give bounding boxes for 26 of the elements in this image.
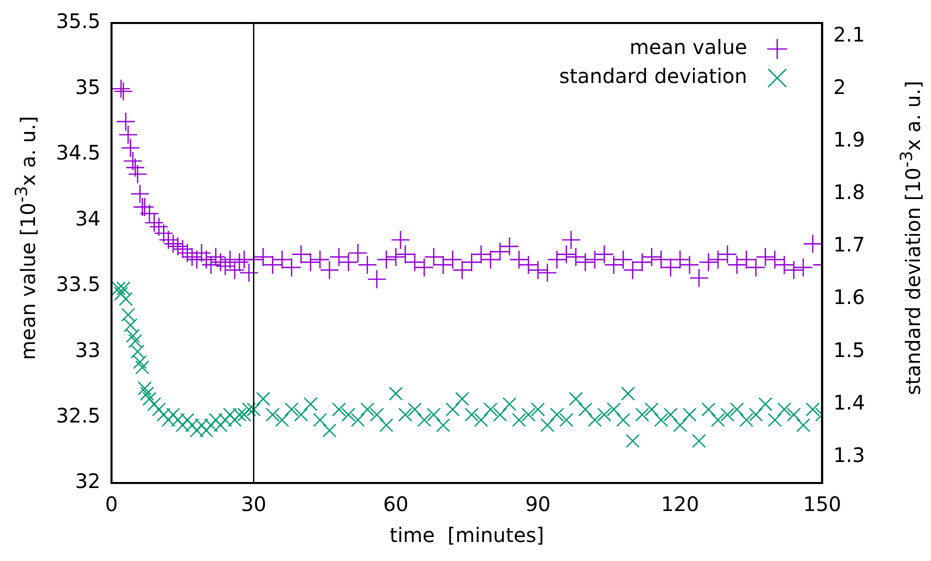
legend-label: standard deviation bbox=[559, 64, 748, 88]
y-tick-label: 32.5 bbox=[56, 403, 101, 428]
y2-tick-label: 1.7 bbox=[833, 232, 866, 257]
x-tick-label: 150 bbox=[803, 492, 842, 516]
legend-label: mean value bbox=[629, 35, 748, 60]
y-tick-label: 34.5 bbox=[56, 140, 101, 165]
x-tick-label: 30 bbox=[240, 492, 266, 516]
y-tick-label: 33 bbox=[75, 338, 101, 362]
x-tick-label: 60 bbox=[383, 492, 409, 516]
x-tick-label: 120 bbox=[660, 492, 700, 516]
x-tick-label: 0 bbox=[105, 492, 118, 516]
y2-tick-label: 1.5 bbox=[833, 338, 866, 362]
y2-tick-label: 1.6 bbox=[833, 285, 866, 310]
x-tick-label: 90 bbox=[525, 492, 551, 516]
y2-tick-label: 1.3 bbox=[833, 442, 866, 467]
y2-tick-label: 1.8 bbox=[833, 180, 866, 204]
y2-tick-label: 2 bbox=[833, 74, 846, 99]
y-tick-label: 32 bbox=[75, 469, 101, 494]
y2-tick-label: 2.1 bbox=[833, 22, 866, 46]
y-tick-label: 35 bbox=[75, 74, 101, 99]
x-axis-title: time [minutes] bbox=[390, 523, 544, 548]
y2-tick-label: 1.9 bbox=[833, 127, 866, 152]
y-tick-label: 33.5 bbox=[56, 272, 101, 296]
y-tick-label: 34 bbox=[75, 206, 101, 230]
y2-tick-label: 1.4 bbox=[833, 390, 866, 414]
y-tick-label: 35.5 bbox=[56, 9, 101, 34]
